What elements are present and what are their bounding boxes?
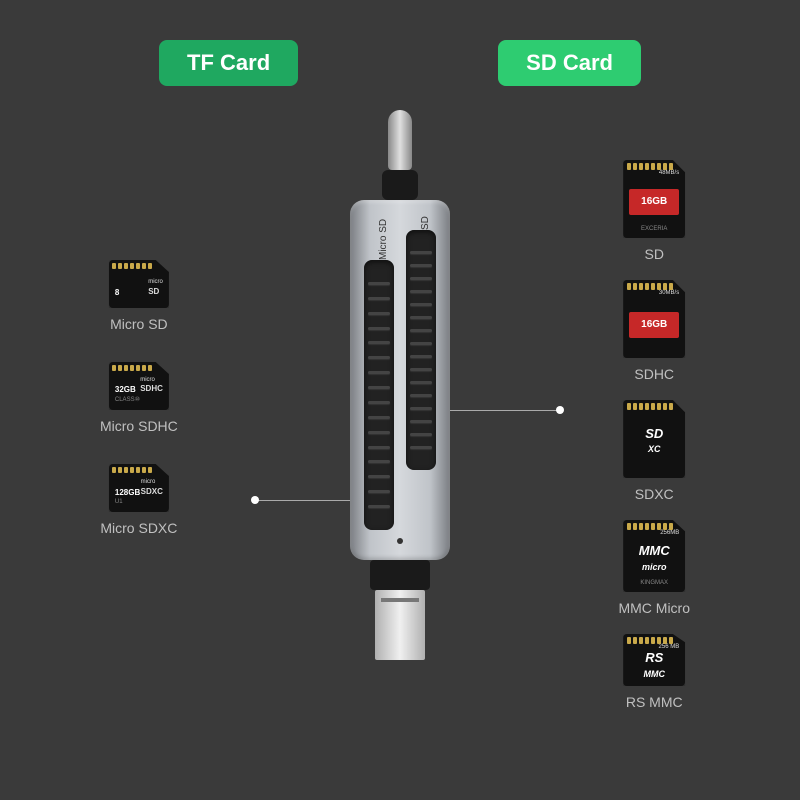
card-label: MMC Micro [618,600,690,616]
tf-card-item: 32GBmicroSDHCCLASS⑩ Micro SDHC [100,362,178,434]
card-label: SDXC [635,486,674,502]
micro-sd-card-icon: 128GBmicroSDXC U1 [109,464,169,512]
sd-card-icon: 256 MBRSMMC [623,634,685,686]
badge-tf-card: TF Card [159,40,298,86]
sd-card-item: SDXC SDXC [623,400,685,502]
badge-sd-card: SD Card [498,40,641,86]
usb-a-neck [370,560,430,590]
tf-card-item: 8microSD Micro SD [109,260,169,332]
card-label: SDHC [634,366,674,382]
card-label: RS MMC [626,694,683,710]
micro-sd-card-icon: 32GBmicroSDHCCLASS⑩ [109,362,169,410]
sd-slot [406,230,436,470]
connector-dot-left [251,496,259,504]
usb-a-connector-icon [375,590,425,660]
micro-sd-card-icon: 8microSD [109,260,169,308]
slot-label-sd: SD [420,216,431,230]
device-body: Micro SD SD [350,200,450,560]
slot-ridges-right [410,246,432,454]
sd-card-icon: 30MB/s16GB [623,280,685,358]
sd-card-icon: SDXC [623,400,685,478]
connector-line-right [440,410,560,411]
sd-card-item: 256MBMMCmicroKINGMAX MMC Micro [618,520,690,616]
tf-card-item: 128GBmicroSDXC U1 Micro SDXC [100,464,177,536]
card-label: Micro SDHC [100,418,178,434]
usb-c-connector-icon [388,110,412,170]
sd-card-item: 48MB/s16GBEXCERIA SD [623,160,685,262]
slot-ridges-left [368,276,390,514]
led-indicator-icon [397,538,403,544]
sd-card-item: 30MB/s16GB SDHC [623,280,685,382]
connector-dot-right [556,406,564,414]
slot-label-microsd: Micro SD [378,219,389,260]
sd-card-icon: 256MBMMCmicroKINGMAX [623,520,685,592]
sd-card-item: 256 MBRSMMC RS MMC [623,634,685,710]
card-label: Micro SD [110,316,168,332]
sd-card-icon: 48MB/s16GBEXCERIA [623,160,685,238]
tf-card-column: 8microSD Micro SD 32GBmicroSDHCCLASS⑩ Micr… [100,260,178,536]
card-label: Micro SDXC [100,520,177,536]
header-row: TF Card SD Card [0,40,800,86]
card-label: SD [644,246,663,262]
usb-c-neck [382,170,418,200]
card-reader-device: Micro SD SD [345,110,455,690]
micro-sd-slot [364,260,394,530]
sd-card-column: 48MB/s16GBEXCERIASD30MB/s16GBSDHCSDXCSDX… [618,160,690,710]
